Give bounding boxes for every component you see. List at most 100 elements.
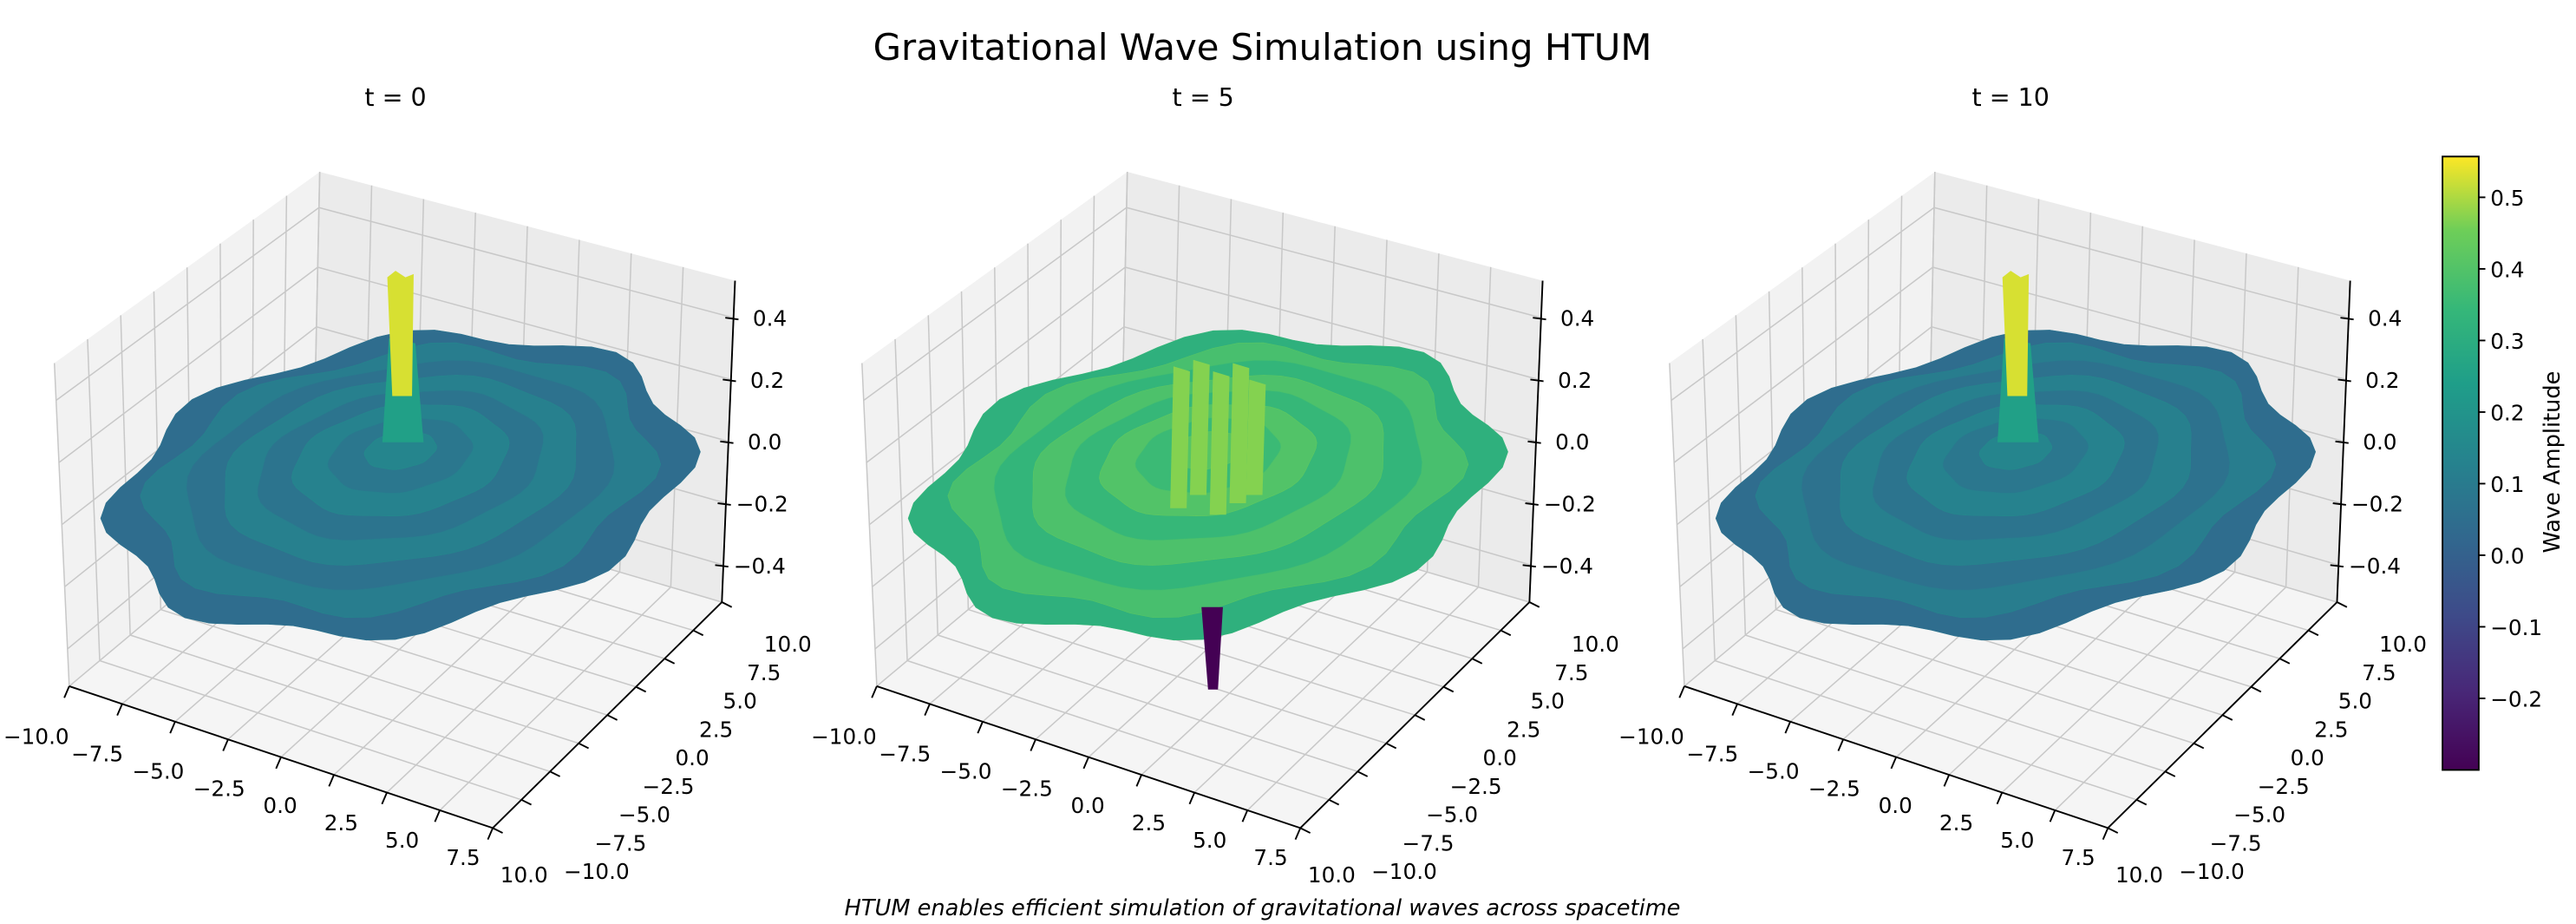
y-tick-label: −5.0 [1426,803,1478,828]
surface-peak [1246,379,1266,495]
grid-line [58,266,318,463]
surface-peak [1229,363,1250,504]
subplot-title: t = 5 [1172,83,1233,112]
subplot-title: t = 0 [364,83,426,112]
z-axis-line [1528,280,1544,603]
x-tick-label: −5.0 [940,758,992,783]
grid-line [1246,587,1480,811]
z-tick [720,440,734,444]
x-tick-label: −7.5 [71,741,123,766]
y-tick-label: 0.0 [2291,745,2324,770]
z-tick-label: 0.0 [2363,429,2396,455]
y-tick-label: −10.0 [1371,859,1437,884]
colorbar-gradient [2442,155,2480,771]
y-tick-label: −10.0 [564,859,630,884]
x-tick-label: −5.0 [1748,758,1800,783]
x-tick-label: 10.0 [1308,862,1356,888]
subplot-2: t = 10−10.0−7.5−5.0−2.50.02.55.07.510.0−… [1618,83,2427,888]
z-tick [2335,440,2349,444]
y-tick-label: 10.0 [2379,632,2427,657]
z-tick [722,378,736,383]
y-tick [578,742,590,750]
y-tick-label: 5.0 [1531,689,1565,714]
x-tick-label: −5.0 [132,758,184,783]
x-tick [977,721,984,734]
x-tick [871,685,878,698]
z-tick-label: 0.2 [2365,368,2399,393]
x-tick-label: 10.0 [500,862,548,888]
x-tick [169,721,176,734]
y-tick-label: 7.5 [747,660,781,685]
x-tick [487,827,494,841]
x-tick-label: −10.0 [1618,724,1684,749]
z-tick-label: −0.4 [734,554,786,579]
x-tick [222,738,229,751]
x-tick [924,703,931,717]
z-tick-label: 0.0 [748,429,781,455]
y-tick-label: −5.0 [618,803,670,828]
grid-line [1125,266,1540,381]
y-tick-label: 10.0 [764,632,812,657]
grid-line [866,266,1126,463]
x-tick [116,703,123,717]
y-tick [2250,685,2262,693]
colorbar-tick-label: 0.1 [2490,472,2524,497]
colorbar-tick-label: 0.5 [2490,186,2524,211]
z-tick [725,317,739,321]
surface-peak [1209,370,1230,515]
x-tick-label: −10.0 [811,724,877,749]
y-tick-label: −2.5 [2258,774,2310,799]
y-tick [1357,770,1369,777]
z-tick [1525,502,1539,506]
x-tick [1678,685,1685,698]
grid-line [2001,571,2236,794]
grid-line [1670,206,1935,402]
grid-line [1673,266,1933,463]
x-tick-label: 7.5 [446,845,480,870]
x-tick-label: 0.0 [263,793,297,818]
y-tick-label: 10.0 [1572,632,1619,657]
x-tick [2102,827,2109,841]
y-tick-label: −10.0 [2179,859,2245,884]
z-tick-label: −0.2 [2351,492,2403,517]
y-tick [606,714,618,721]
grid-line [56,206,320,402]
x-tick-label: −2.5 [193,776,245,801]
x-tick [1784,721,1791,734]
surface-peak [387,271,414,396]
y-tick [1500,629,1512,637]
y-tick [1385,742,1397,750]
y-tick [1299,827,1311,834]
x-tick [1294,827,1302,841]
x-tick [2049,809,2056,822]
y-tick [692,629,704,637]
y-tick-label: 2.5 [1507,717,1540,742]
subplot-0: t = 0−10.0−7.5−5.0−2.50.02.55.07.510.0 −1… [3,83,812,888]
y-tick-label: 2.5 [699,717,733,742]
grid-line [317,266,732,381]
x-tick [1188,792,1196,805]
y-tick-label: −7.5 [1402,830,1455,855]
y-tick-label: 5.0 [2338,689,2372,714]
z-tick-label: 0.4 [753,306,787,331]
grid-line [2054,587,2287,811]
x-tick [275,757,282,770]
x-tick-label: 10.0 [2115,862,2163,888]
y-tick-label: 0.0 [1483,745,1517,770]
y-tick-label: 2.5 [2314,717,2348,742]
y-tick-label: 7.5 [2362,660,2396,685]
x-tick-label: 2.5 [1939,810,1973,836]
x-tick-label: −2.5 [1808,776,1860,801]
z-tick-label: 0.0 [1555,429,1589,455]
z-tick-label: −0.2 [1544,492,1596,517]
y-tick [664,658,676,665]
x-tick-label: −2.5 [1001,776,1053,801]
z-tick-label: 0.2 [750,368,784,393]
subplot-1: t = 5−10.0−7.5−5.0−2.50.02.55.07.510.0 −1… [811,83,1619,888]
surface-trough [1201,606,1223,690]
y-tick [1414,714,1426,721]
x-tick-label: −7.5 [879,741,931,766]
z-tick-label: −0.4 [2349,554,2401,579]
grid-line [1193,571,1429,794]
z-tick [1522,564,1536,568]
